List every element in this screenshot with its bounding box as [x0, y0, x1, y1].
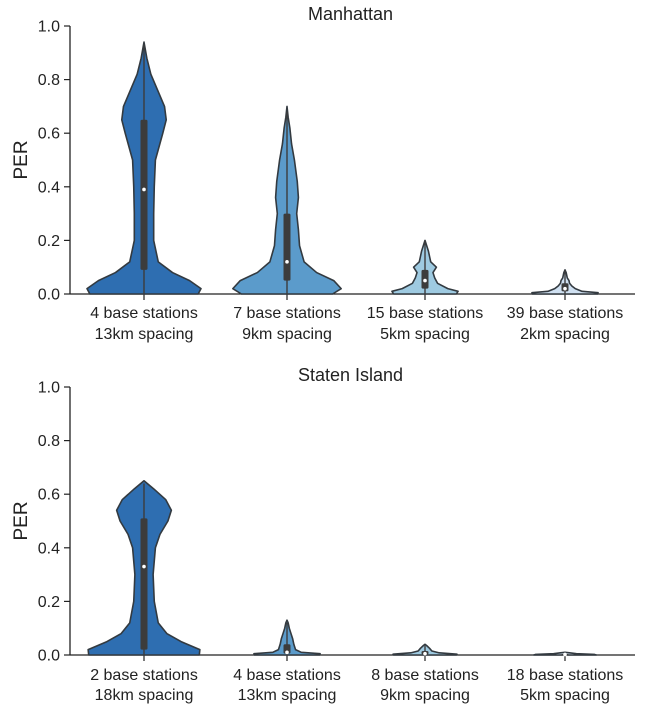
y-tick-label: 0.4: [38, 540, 60, 557]
y-tick-label: 0.6: [38, 126, 60, 143]
x-tick-label-spacing: 13km spacing: [238, 687, 337, 704]
x-tick-label: 4 base stations: [233, 667, 341, 684]
y-tick-label: 1.0: [38, 19, 60, 36]
y-tick-label: 0.8: [38, 433, 60, 450]
y-tick-label: 0.0: [38, 287, 60, 304]
chart-title-staten-island: Staten Island: [298, 365, 403, 385]
y-axis-label: PER: [11, 501, 32, 540]
violin-median-point: [423, 651, 427, 656]
y-tick-label: 0.0: [38, 648, 60, 665]
x-tick-label-spacing: 18km spacing: [95, 687, 194, 704]
violin-median-point: [423, 278, 427, 283]
y-tick-label: 0.6: [38, 487, 60, 504]
chart-title-manhattan: Manhattan: [308, 4, 393, 24]
y-tick-label: 0.2: [38, 594, 60, 611]
x-tick-label-spacing: 2km spacing: [520, 326, 610, 343]
violin-median-point: [563, 286, 567, 291]
violin-median-point: [563, 652, 567, 657]
x-tick-label-spacing: 5km spacing: [520, 687, 610, 704]
x-tick-label: 39 base stations: [507, 305, 624, 322]
x-tick-label: 15 base stations: [367, 305, 484, 322]
violin-iqr-box: [283, 644, 291, 654]
violin-median-point: [142, 564, 146, 569]
chart-panel-staten-island: Staten Island 0.0 0.2 0.4 0.6 0.8 1.0 PER 2 base…: [11, 365, 635, 704]
violin-iqr-box: [140, 518, 148, 650]
violin-median-point: [142, 187, 146, 192]
violin-iqr-box: [283, 213, 291, 281]
x-tick-label: 18 base stations: [507, 667, 624, 684]
y-tick-label: 0.4: [38, 179, 60, 196]
x-tick-label-spacing: 5km spacing: [380, 326, 470, 343]
y-tick-label: 0.2: [38, 233, 60, 250]
x-tick-label: 2 base stations: [90, 667, 198, 684]
violin-median-point: [285, 260, 289, 264]
x-tick-label: 7 base stations: [233, 305, 341, 322]
y-tick-label: 0.8: [38, 72, 60, 89]
x-tick-label: 8 base stations: [371, 667, 479, 684]
x-tick-label-spacing: 13km spacing: [95, 326, 194, 343]
y-axis-label: PER: [11, 140, 32, 179]
x-tick-label-spacing: 9km spacing: [242, 326, 332, 343]
x-tick-label-spacing: 9km spacing: [380, 687, 470, 704]
violin-median-point: [285, 650, 289, 655]
y-tick-label: 1.0: [38, 380, 60, 397]
chart-panel-manhattan: Manhattan 0.0 0.2 0.4 0.6 0.8 1.0 PER 4 base sta…: [11, 4, 635, 343]
x-tick-label: 4 base stations: [90, 305, 198, 322]
violin-iqr-box: [140, 119, 148, 270]
